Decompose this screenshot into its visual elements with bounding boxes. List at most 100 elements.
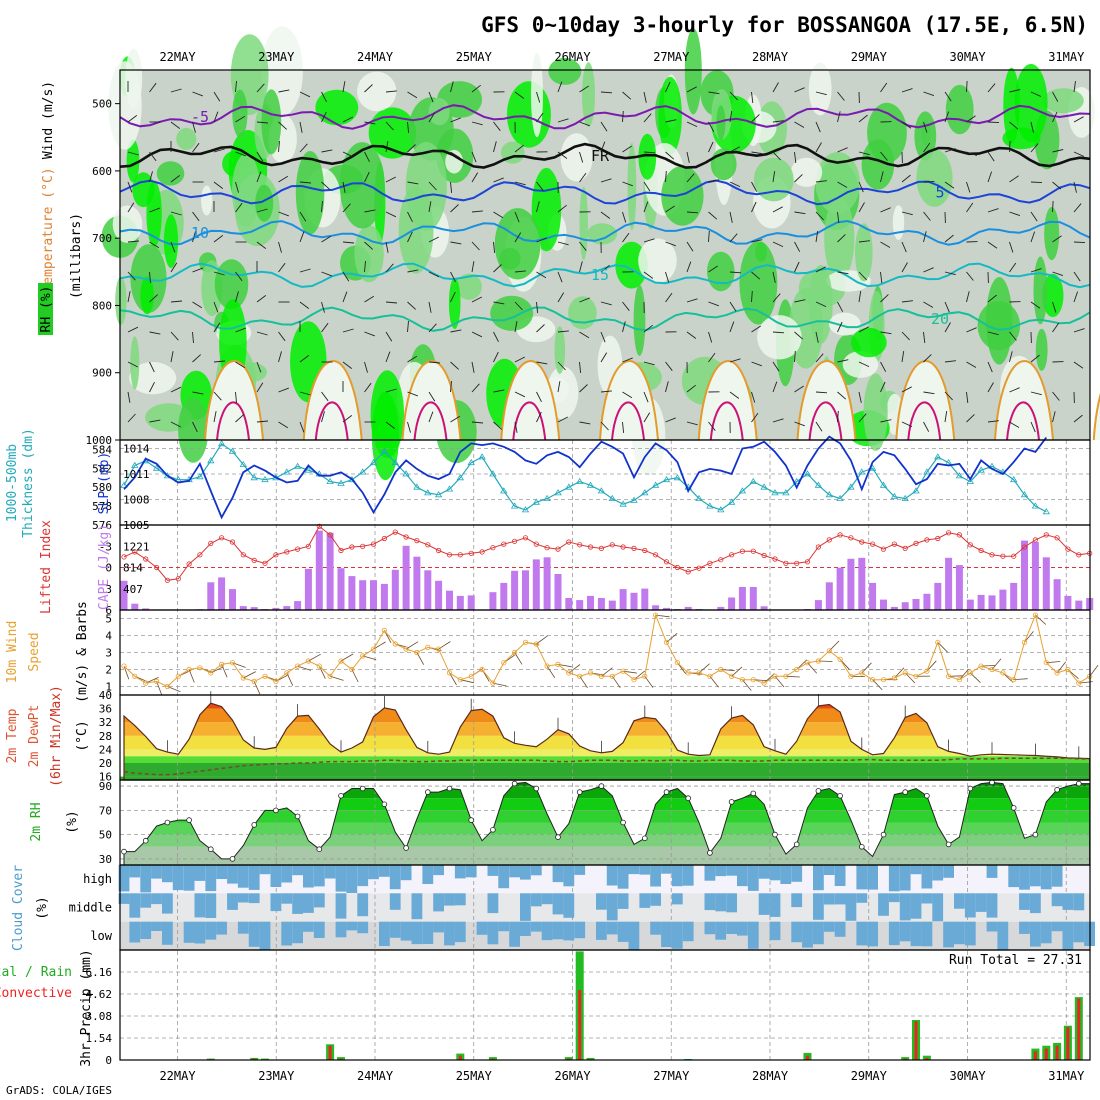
cloud-cell [1051, 921, 1063, 932]
wind-barb [708, 301, 719, 307]
cloud-cell [1051, 865, 1063, 887]
wind-barb [944, 234, 954, 243]
wind-speed-line [123, 613, 1090, 688]
wind-barb [364, 209, 376, 213]
slp-tick: 1008 [123, 494, 150, 507]
cloud-cell [921, 893, 933, 904]
wind-barb [321, 322, 329, 333]
wind-barb [901, 241, 907, 253]
wind-barb [493, 331, 499, 343]
thickness-point [586, 481, 595, 488]
rh-point [902, 789, 908, 795]
temp-tick: 28 [99, 730, 112, 743]
cape-bar [663, 607, 670, 610]
wind-barb [342, 271, 350, 282]
wind-barb [407, 181, 419, 185]
wind-barb [321, 391, 329, 402]
rh-patch [627, 142, 637, 231]
cloud-cell [932, 865, 944, 881]
wind-barb [794, 174, 803, 183]
wind-barb [321, 235, 332, 243]
wind-barb [944, 111, 950, 123]
rh-patch [146, 180, 162, 247]
wind-barb [579, 151, 584, 163]
cloud-cell [563, 921, 575, 941]
wind-barb [1030, 268, 1042, 273]
cape-bar [641, 588, 649, 610]
cloud-cell [151, 865, 162, 879]
wind-barb [944, 360, 956, 363]
wind-barb [815, 142, 822, 153]
wind-barb [364, 260, 366, 273]
wind-speed-point [1043, 660, 1049, 666]
cloud-cell [183, 921, 195, 943]
ua-ytick: 600 [92, 165, 112, 178]
rh-point [186, 817, 192, 823]
li-point [631, 545, 637, 552]
rh-patch [339, 142, 385, 229]
wind-barb [944, 271, 956, 276]
wind-speed-point [609, 673, 615, 679]
rh-point [294, 813, 301, 820]
cloud-cell [758, 893, 770, 915]
wind-barb [256, 171, 262, 183]
cape-bar [218, 577, 226, 610]
cloud-cell [237, 893, 249, 903]
wind-barb [622, 110, 624, 123]
wind-barb [127, 326, 139, 333]
rh-patch [201, 185, 213, 216]
wind-barb [665, 151, 675, 160]
precip-tick: 6.16 [86, 966, 113, 979]
cape-bar [456, 595, 464, 610]
rh-point [880, 831, 887, 838]
rh-point [121, 848, 127, 855]
wind-barb [450, 181, 453, 193]
cloud-cell [682, 865, 694, 886]
wind-barb [256, 331, 268, 336]
thickness-point [163, 472, 172, 479]
cape-bar [880, 599, 887, 610]
wind-barb [751, 151, 763, 155]
li-point [663, 559, 670, 565]
cloud-cell [1040, 921, 1052, 944]
cloud-cell [270, 865, 282, 887]
rh-patch [916, 149, 953, 207]
wind-barb [772, 171, 776, 183]
wind-speed-point [859, 670, 865, 676]
cloud-cell [476, 921, 488, 935]
thickness-point [543, 494, 551, 501]
wind-barb [450, 81, 454, 93]
wind-barb [643, 201, 649, 213]
wind-barb [944, 411, 948, 423]
cloud-cell [682, 921, 694, 942]
wind-barb [342, 151, 354, 158]
wind-barb [278, 351, 282, 363]
li-point [349, 544, 355, 550]
wind-barb [751, 361, 762, 367]
wind-barb [1073, 361, 1084, 369]
cloud-cell [552, 893, 564, 915]
thickness-point [771, 489, 779, 496]
wind-speed-point [403, 646, 409, 652]
rh-band [124, 782, 1090, 787]
temp-contour-label: 20 [931, 310, 949, 328]
wind-speed-point [435, 646, 442, 652]
cape-bar [814, 600, 822, 610]
rh-tick: 70 [99, 804, 112, 817]
wind-speed-point [598, 673, 605, 679]
wind-barb [579, 85, 589, 93]
precip-conv-bar [252, 1058, 256, 1060]
cloud-cell [303, 921, 314, 932]
thickness-point [402, 470, 410, 477]
wind-barb [858, 361, 870, 368]
wind-barb [342, 203, 351, 213]
wind-barb [665, 241, 676, 247]
wind-barb [686, 261, 692, 273]
wind-barb [557, 292, 565, 303]
thickness-point [478, 453, 486, 460]
wind-barb [213, 181, 224, 189]
wind-barb [794, 151, 797, 163]
hot-contour [314, 401, 349, 441]
wind-barb [751, 412, 759, 423]
wind-barb [600, 390, 612, 393]
